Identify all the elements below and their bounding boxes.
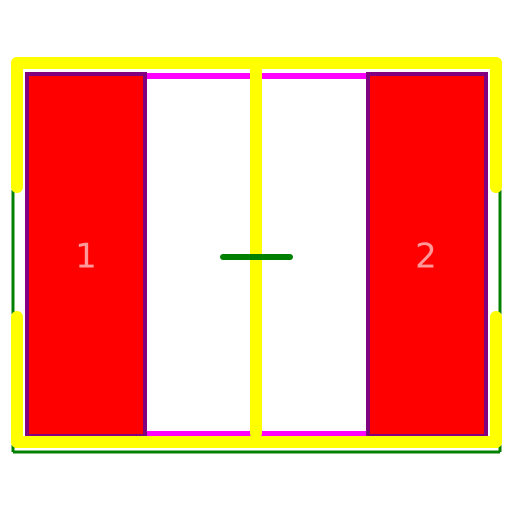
- pad-1: [25, 72, 147, 438]
- pad-2-label: 2: [415, 237, 437, 277]
- silkscreen-outline: [11, 57, 502, 448]
- pad-1-label: 1: [75, 237, 97, 277]
